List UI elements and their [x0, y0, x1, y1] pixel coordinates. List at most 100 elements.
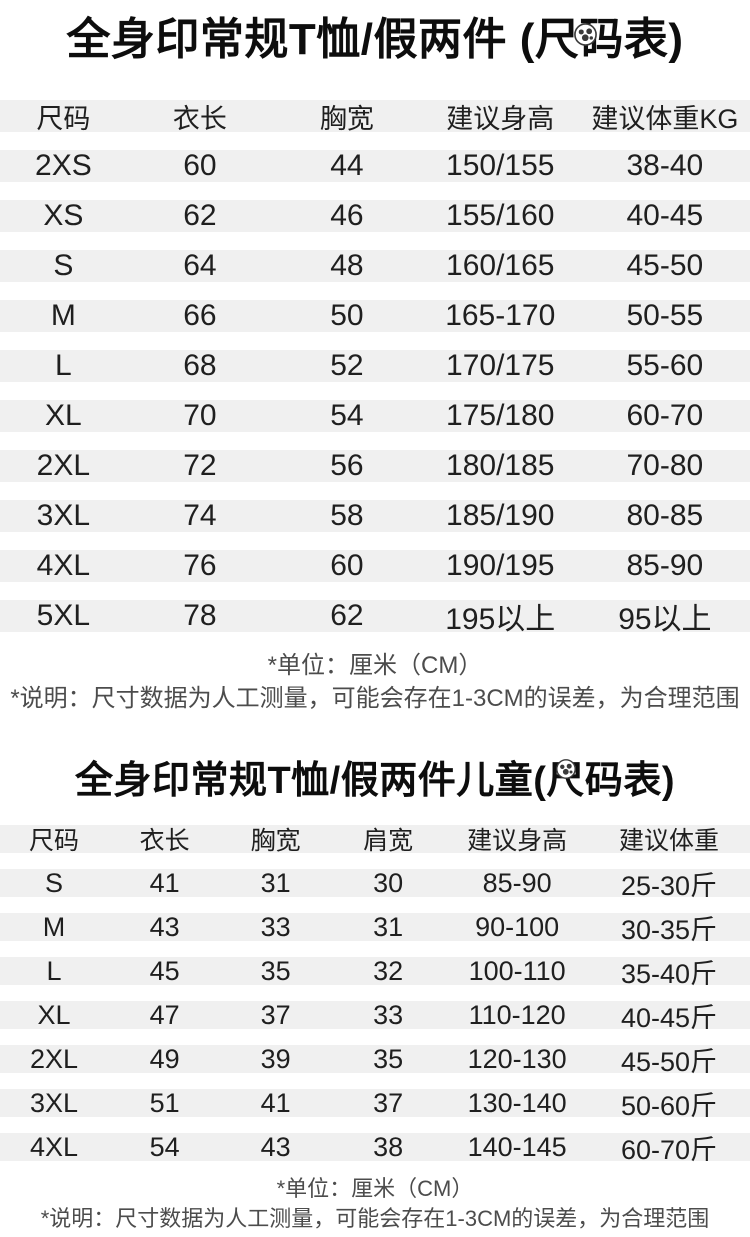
table-cell: 41 — [149, 867, 180, 898]
header-row: 尺码 衣长 胸宽 肩宽 建议身高 建议体重 — [0, 825, 750, 855]
table-cell: 38-40 — [626, 149, 704, 182]
table-cell: S — [44, 867, 63, 898]
disclaimer-note: *说明：尺寸数据为人工测量，可能会存在1-3CM的误差，为合理范围 — [10, 685, 740, 712]
table-cell: 45 — [149, 955, 180, 986]
table-cell: M — [50, 299, 76, 332]
table-row: S 64 48 160/165 45-50 — [0, 249, 750, 282]
column-header: 肩宽 — [363, 827, 414, 855]
table-cell: 3XL — [36, 499, 91, 532]
table-cell: 50-60斤 — [620, 1090, 718, 1121]
table-cell: 60 — [183, 149, 217, 182]
table-cell: 45-50 — [626, 249, 704, 282]
table-cell: 33 — [260, 911, 291, 942]
table-cell: S — [53, 249, 74, 282]
table-cell: 3XL — [29, 1087, 79, 1118]
table-row: XL 70 54 175/180 60-70 — [0, 399, 750, 432]
kids-size-table: 尺码 衣长 胸宽 肩宽 建议身高 建议体重 S 41 31 30 85-90 25-30斤 M 43 33… — [0, 825, 750, 1165]
table-cell: 110-120 — [468, 999, 566, 1030]
table-cell: 85-90 — [626, 549, 704, 582]
column-header: 建议体重 — [618, 827, 719, 855]
kids-chart-title: 全身印常规T恤/假两件儿童(尺码表) — [74, 760, 676, 802]
table-cell: 180/185 — [446, 449, 555, 482]
column-header: 建议身高 — [446, 103, 555, 134]
column-header: 胸宽 — [319, 103, 374, 134]
table-cell: 4XL — [29, 1131, 79, 1162]
table-row: XS 62 46 155/160 40-45 — [0, 199, 750, 232]
table-cell: 85-90 — [482, 867, 552, 898]
table-cell: 140-145 — [467, 1131, 567, 1162]
table-cell: 70-80 — [626, 449, 704, 482]
table-cell: 54 — [149, 1131, 180, 1162]
table-row: 2XL 72 56 180/185 70-80 — [0, 449, 750, 482]
table-cell: 35 — [373, 1043, 404, 1074]
table-cell: XS — [43, 199, 84, 232]
disclaimer-note: *说明：尺寸数据为人工测量，可能会存在1-3CM的误差，为合理范围 — [40, 1206, 710, 1231]
table-body: S 41 31 30 85-90 25-30斤 M 43 33 31 90-100 30-35斤 L 45… — [0, 867, 750, 1165]
table-cell: 50-55 — [626, 299, 704, 332]
table-cell: 35 — [260, 955, 291, 986]
column-header: 胸宽 — [250, 827, 301, 855]
column-header: 衣长 — [172, 103, 227, 134]
table-cell: 170/175 — [446, 349, 555, 382]
table-cell: 48 — [330, 249, 364, 282]
table-cell: 54 — [330, 399, 364, 432]
table-cell: 51 — [149, 1087, 180, 1118]
table-cell: 155/160 — [446, 199, 555, 232]
table-cell: 43 — [260, 1131, 291, 1162]
header-row: 尺码 衣长 胸宽 建议身高 建议体重KG — [0, 100, 750, 134]
table-cell: 37 — [373, 1087, 404, 1118]
table-row: 2XS 60 44 150/155 38-40 — [0, 149, 750, 182]
table-cell: L — [55, 349, 72, 382]
table-cell: 76 — [183, 549, 217, 582]
table-cell: 31 — [260, 867, 291, 898]
table-cell: 55-60 — [626, 349, 704, 382]
table-cell: 2XL — [29, 1043, 79, 1074]
table-cell: 4XL — [36, 549, 91, 582]
table-cell: 38 — [373, 1131, 404, 1162]
table-cell: 2XS — [35, 149, 92, 182]
table-cell: 64 — [183, 249, 217, 282]
table-cell: 44 — [330, 149, 364, 182]
table-cell: 120-130 — [467, 1043, 567, 1074]
table-cell: 37 — [260, 999, 291, 1030]
table-cell: 49 — [149, 1043, 180, 1074]
table-cell: M — [42, 911, 66, 942]
table-cell: 46 — [330, 199, 364, 232]
table-cell: 30-35斤 — [620, 914, 718, 945]
table-cell: 30 — [373, 867, 404, 898]
table-cell: 45-50斤 — [620, 1046, 718, 1077]
column-header: 衣长 — [139, 827, 190, 855]
unit-note: *单位：厘米（CM） — [267, 652, 483, 679]
column-header: 建议体重KG — [591, 103, 739, 134]
table-cell: 41 — [260, 1087, 291, 1118]
table-cell: 50 — [330, 299, 364, 332]
table-cell: 68 — [183, 349, 217, 382]
table-cell: 150/155 — [446, 149, 555, 182]
table-cell: 31 — [373, 911, 404, 942]
table-cell: XL — [37, 999, 71, 1030]
table-cell: 190/195 — [446, 549, 555, 582]
table-cell: 60 — [330, 549, 364, 582]
table-cell: 25-30斤 — [620, 870, 718, 901]
table-cell: 39 — [260, 1043, 291, 1074]
table-cell: 195以上 — [445, 603, 556, 636]
table-cell: XL — [45, 399, 82, 432]
table-cell: 165-170 — [445, 299, 556, 332]
table-cell: 40-45 — [626, 199, 704, 232]
table-body: 2XS 60 44 150/155 38-40 XS 62 46 155/160 40-45 S 64… — [0, 149, 750, 636]
table-cell: 35-40斤 — [620, 958, 718, 989]
adult-chart-title: 全身印常规T恤/假两件 (尺码表) — [66, 15, 684, 64]
table-cell: 60-70 — [626, 399, 704, 432]
table-cell: 62 — [330, 599, 364, 632]
table-row: 4XL 76 60 190/195 85-90 — [0, 549, 750, 582]
table-cell: 80-85 — [626, 499, 704, 532]
table-cell: 2XL — [36, 449, 91, 482]
table-cell: 33 — [373, 999, 404, 1030]
kids-size-chart-section: 全身印常规T恤/假两件儿童(尺码表) 尺码 衣长 胸宽 肩宽 建议身高 建议体重 S 41 3… — [0, 714, 750, 1231]
table-row: M 43 33 31 90-100 30-35斤 — [0, 911, 750, 945]
table-row: 3XL 51 41 37 130-140 50-60斤 — [0, 1087, 750, 1121]
table-cell: 72 — [183, 449, 217, 482]
table-row: 2XL 49 39 35 120-130 45-50斤 — [0, 1043, 750, 1077]
table-row: 5XL 78 62 195以上 95以上 — [0, 599, 750, 636]
